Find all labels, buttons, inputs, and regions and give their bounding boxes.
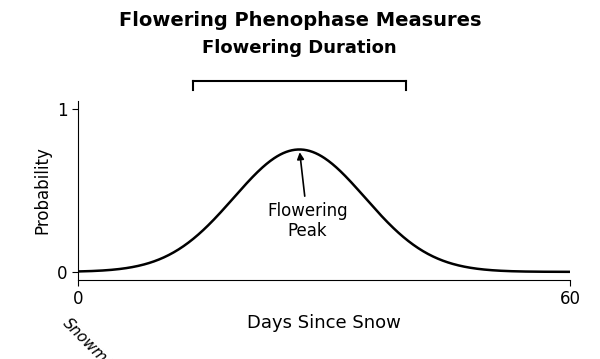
Text: Flowering Phenophase Measures: Flowering Phenophase Measures — [119, 11, 481, 30]
Text: Flowering
Peak: Flowering Peak — [267, 154, 348, 241]
Y-axis label: Probability: Probability — [34, 146, 52, 234]
Text: Snowmelt: Snowmelt — [60, 316, 124, 359]
Text: Flowering Duration: Flowering Duration — [202, 39, 397, 57]
X-axis label: Days Since Snow: Days Since Snow — [247, 314, 401, 332]
